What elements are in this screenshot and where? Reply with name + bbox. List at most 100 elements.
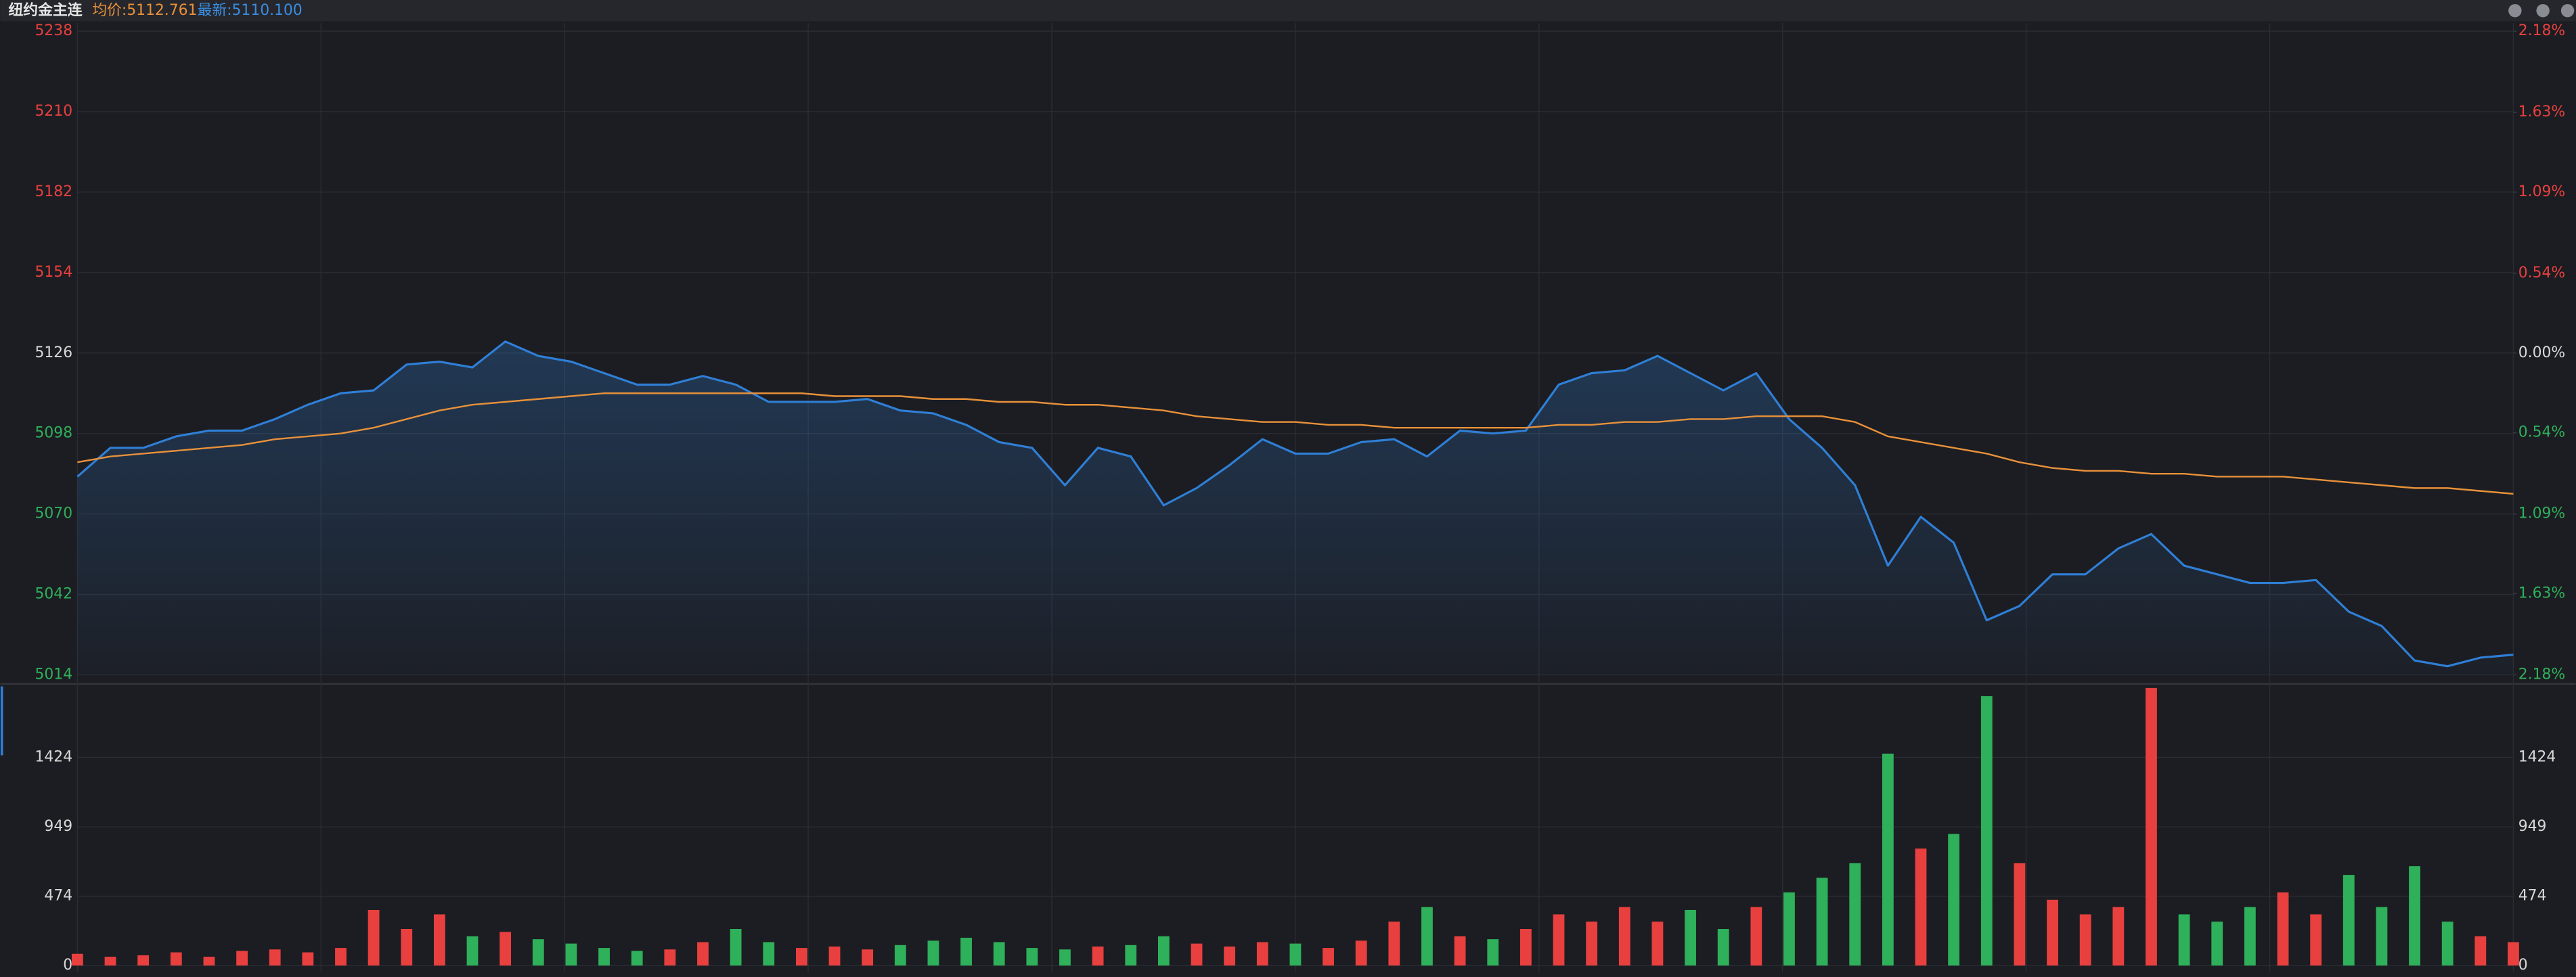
volume-bar <box>993 942 1005 966</box>
volume-bar <box>2474 936 2487 966</box>
volume-bar <box>1882 753 1894 966</box>
price-line <box>76 340 2514 668</box>
y-tick-label: 5210 <box>35 103 73 120</box>
y2-tick-label: 1.09% <box>2518 183 2565 200</box>
volume-bar <box>1685 909 1696 966</box>
volume-bar <box>1289 943 1302 966</box>
volume-bar <box>1586 922 1598 966</box>
volume-bar <box>203 957 215 966</box>
y-tick-label: 5098 <box>35 425 73 442</box>
volume-bar <box>1026 948 1038 966</box>
settings-button[interactable] <box>2560 4 2575 18</box>
volume-bar <box>499 932 512 966</box>
volume-bar <box>170 952 182 966</box>
volume-bar <box>2047 899 2058 966</box>
volume-bar <box>1059 949 1071 966</box>
y-tick-label: 5126 <box>35 344 73 361</box>
y-tick-label: 5238 <box>35 22 73 39</box>
volume-bar <box>1717 929 1729 966</box>
volume-bar <box>828 946 841 966</box>
volume-bar <box>1553 914 1565 966</box>
y-tick-label: 5014 <box>35 666 73 683</box>
volume-bar <box>2146 687 2157 966</box>
volume-bar <box>368 909 380 966</box>
volume-bar <box>927 940 939 966</box>
y2-tick-label: 1424 <box>2518 748 2556 765</box>
header-bar <box>0 0 2576 22</box>
y-tick-label: 949 <box>44 818 72 835</box>
volume-bar <box>565 943 577 966</box>
zoom-out-button[interactable] <box>2536 4 2550 18</box>
volume-bar <box>2409 866 2420 966</box>
volume-bar <box>2508 942 2519 966</box>
y2-tick-label: 0 <box>2518 957 2528 974</box>
volume-bar <box>2178 914 2190 966</box>
average-price: 均价:5112.761 <box>92 2 197 19</box>
y2-tick-label: 0.54% <box>2518 265 2565 281</box>
y-tick-label: 5182 <box>35 183 73 200</box>
volume-bar <box>2079 914 2091 966</box>
volume-bar <box>1487 939 1499 966</box>
volume-bar <box>2310 914 2322 966</box>
volume-bar <box>532 939 544 966</box>
volume-bar <box>664 949 676 966</box>
y2-tick-label: 1.63% <box>2518 104 2565 120</box>
volume-bar <box>763 942 775 966</box>
y2-tick-label: 1.63% <box>2518 585 2565 601</box>
volume-bar <box>1915 848 1927 966</box>
volume-bar <box>335 948 347 966</box>
volume-bar <box>1157 936 1170 966</box>
volume-bar <box>1355 940 1367 966</box>
volume-bar <box>894 945 906 966</box>
volume-bar <box>697 942 709 966</box>
volume-bar <box>71 953 83 966</box>
volume-bar <box>1092 946 1104 966</box>
y-tick-label: 5070 <box>35 505 73 522</box>
volume-bar <box>2376 907 2388 966</box>
volume-bar <box>960 937 972 966</box>
volume-bar <box>598 948 610 966</box>
volume-bar <box>1750 907 1762 966</box>
volume-bar <box>236 951 248 966</box>
volume-bar <box>433 914 445 966</box>
volume-bar <box>862 949 874 966</box>
volume-bar <box>1519 929 1532 966</box>
volume-bar <box>1421 907 1433 966</box>
volume-bar <box>1783 892 1795 966</box>
y-tick-label: 0 <box>63 957 72 974</box>
volume-bar <box>1651 922 1664 966</box>
volume-bar <box>730 929 742 966</box>
volume-bar <box>104 957 116 966</box>
volume-bar <box>1191 943 1203 966</box>
volume-bar <box>466 936 479 966</box>
y2-tick-label: 949 <box>2518 818 2547 835</box>
y-tick-label: 5042 <box>35 586 73 603</box>
price-area <box>77 341 2514 675</box>
volume-bar <box>1256 942 1268 966</box>
volume-bar <box>1125 945 1137 966</box>
volume-bar <box>2342 875 2355 966</box>
volume-bar <box>795 948 807 966</box>
y2-tick-label: 474 <box>2518 888 2547 905</box>
volume-bar <box>1618 907 1630 966</box>
latest-price: 最新:5110.100 <box>198 2 303 19</box>
y2-tick-label: 0.00% <box>2518 344 2565 361</box>
volume-bar <box>2441 922 2453 966</box>
zoom-in-button[interactable] <box>2508 4 2522 18</box>
volume-bar <box>1849 863 1861 966</box>
volume-bar <box>1388 922 1400 966</box>
average-line <box>77 392 2514 495</box>
y2-tick-label: 1.09% <box>2518 505 2565 522</box>
volume-bar <box>2277 892 2289 966</box>
volume-bar <box>1454 936 1466 966</box>
instrument-name: 纽约金主连 <box>8 1 82 19</box>
volume-bar <box>2211 922 2223 966</box>
volume-bar <box>401 929 413 966</box>
y2-tick-label: 2.18% <box>2518 666 2565 683</box>
volume-bar <box>1323 948 1334 966</box>
volume-bar <box>1980 696 1993 966</box>
y-tick-label: 474 <box>44 888 72 905</box>
volume-bar <box>1948 834 1960 966</box>
volume-bar <box>1816 878 1828 966</box>
